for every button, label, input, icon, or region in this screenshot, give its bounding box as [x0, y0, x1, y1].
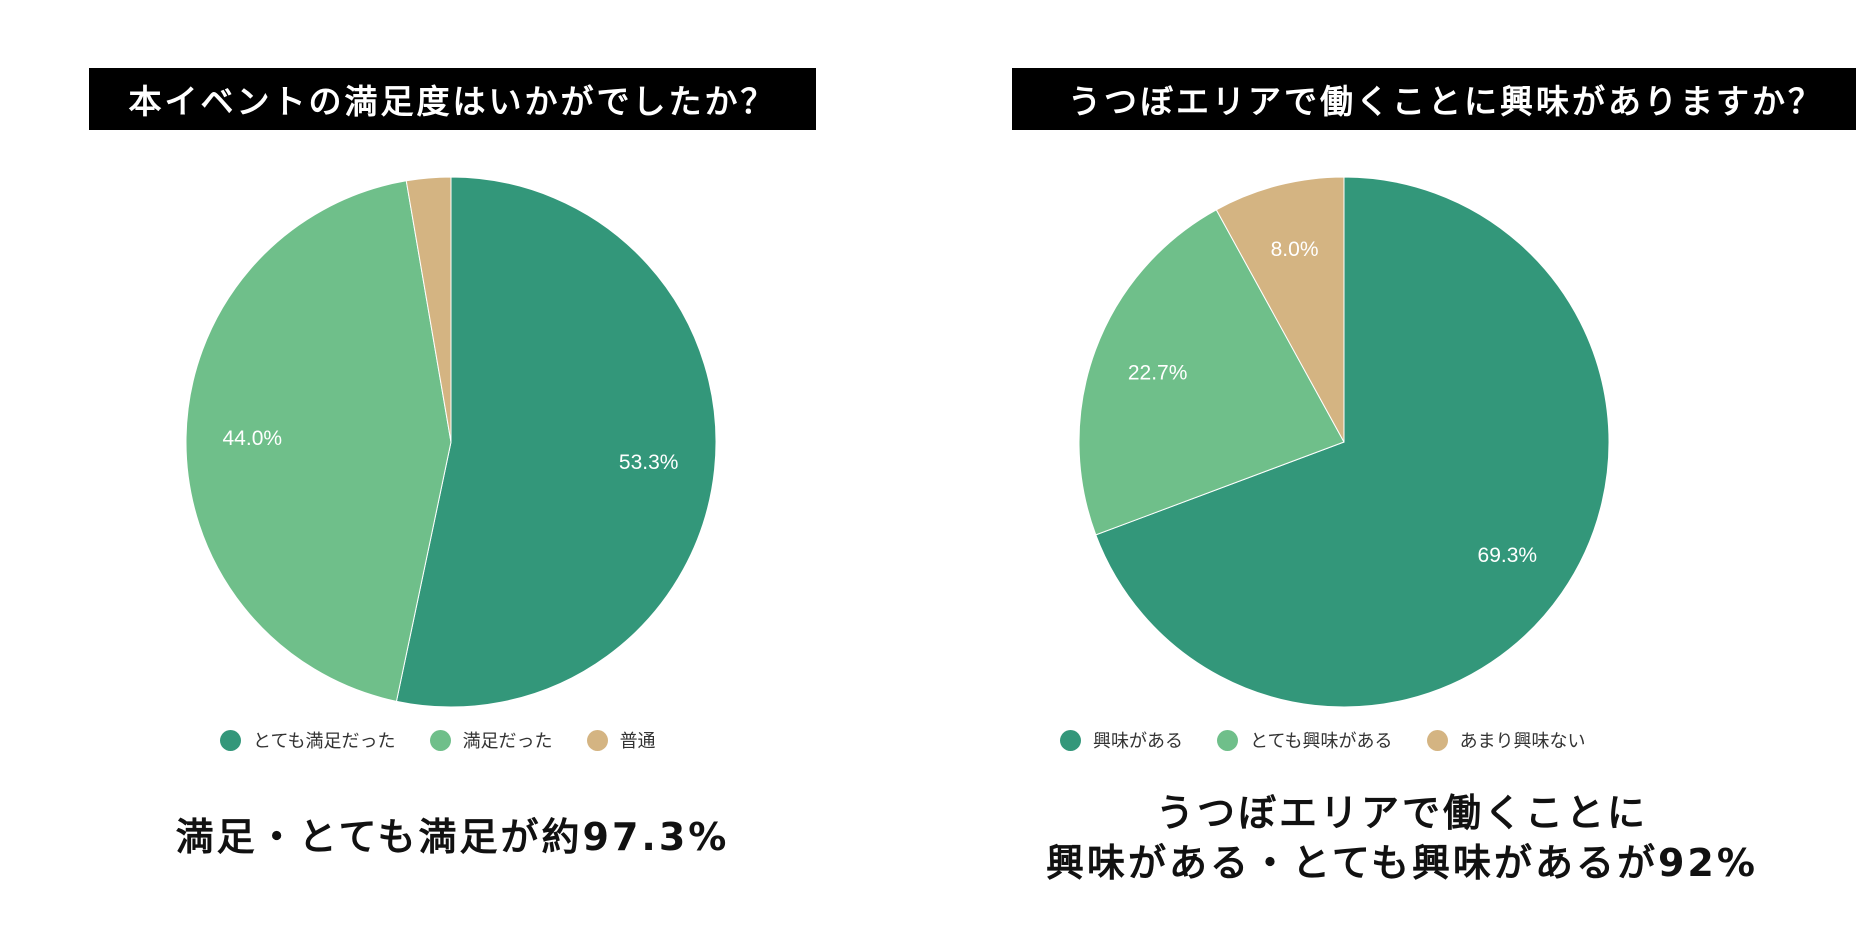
conclusion-line: 興味がある・とても興味があるが92%: [1046, 841, 1758, 885]
slice-data-label-2: 8.0%: [1271, 238, 1319, 261]
legend-swatch: [1217, 729, 1238, 751]
legend-label: 普通: [619, 731, 656, 752]
slice-data-label-1: 22.7%: [1128, 361, 1188, 384]
legend-label: とても満足だった: [253, 731, 396, 752]
slice-data-label-0: 53.3%: [619, 451, 679, 474]
slice-data-label-0: 69.3%: [1478, 544, 1538, 567]
legend-swatch: [1426, 729, 1448, 751]
legend-label: 満足だった: [462, 731, 553, 752]
pie-chart-interest: 69.3% 22.7% 8.0%: [1078, 176, 1610, 708]
chart-conclusion: 満足・とても満足が約97.3%: [89, 812, 816, 862]
chart-conclusion: うつぼエリアで働くことに 興味がある・とても興味があるが92%: [968, 788, 1836, 888]
legend-swatch: [1060, 729, 1081, 751]
legend-item: 満足だった: [429, 727, 553, 753]
pie-slice-0: [1095, 176, 1610, 708]
slice-data-label-1: 44.0%: [223, 427, 283, 450]
chart-panel-interest: うつぼエリアで働くことに興味がありますか？ 69.3% 22.7% 8.0% 興味が…: [928, 0, 1856, 942]
chart-title: うつぼエリアで働くことに興味がありますか？: [1012, 68, 1856, 130]
chart-panel-satisfaction: 本イベントの満足度はいかがでしたか？ 53.3% 44.0% とても満足だった 満…: [89, 68, 816, 862]
pie-slice-1: [185, 180, 452, 702]
pie-chart-satisfaction: 53.3% 44.0%: [185, 176, 717, 708]
legend-swatch: [586, 729, 608, 751]
legend-label: 興味がある: [1093, 731, 1183, 752]
legend-item: 普通: [586, 727, 656, 753]
pie-slice-2: [1215, 176, 1345, 443]
legend-label: とても興味がある: [1250, 731, 1393, 752]
legend-swatch: [220, 729, 241, 751]
legend-item: あまり興味ない: [1426, 727, 1586, 753]
pie-slice-0: [395, 176, 717, 708]
conclusion-line: うつぼエリアで働くことに: [1155, 791, 1648, 835]
legend-item: とても興味がある: [1217, 727, 1393, 753]
pie-slice-2: [405, 176, 452, 443]
chart-legend: 興味がある とても興味がある あまり興味ない: [1060, 724, 1586, 756]
chart-title: 本イベントの満足度はいかがでしたか？: [89, 68, 816, 130]
legend-item: 興味がある: [1060, 727, 1183, 753]
legend-swatch: [429, 729, 451, 751]
legend-label: あまり興味ない: [1459, 731, 1586, 752]
chart-legend: とても満足だった 満足だった 普通: [220, 724, 656, 756]
legend-item: とても満足だった: [220, 727, 396, 753]
pie-slice-1: [1078, 209, 1345, 536]
conclusion-line: 満足・とても満足が約97.3%: [175, 815, 730, 859]
